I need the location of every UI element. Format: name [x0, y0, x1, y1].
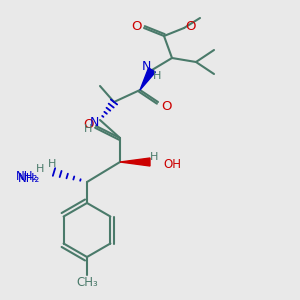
Text: H: H	[153, 71, 161, 81]
Text: H: H	[36, 164, 44, 174]
Text: O: O	[186, 20, 196, 34]
Text: CH₃: CH₃	[76, 275, 98, 289]
Text: N: N	[141, 59, 151, 73]
Text: H: H	[150, 152, 158, 162]
Text: O: O	[131, 20, 141, 34]
Text: O: O	[161, 100, 171, 112]
Polygon shape	[140, 68, 155, 90]
Text: NH₂: NH₂	[18, 172, 40, 185]
Polygon shape	[120, 158, 150, 166]
Text: O: O	[83, 118, 93, 131]
Text: NH₂: NH₂	[16, 169, 38, 182]
Text: OH: OH	[163, 158, 181, 170]
Text: H: H	[84, 124, 92, 134]
Text: H: H	[48, 159, 56, 169]
Text: N: N	[89, 116, 99, 128]
